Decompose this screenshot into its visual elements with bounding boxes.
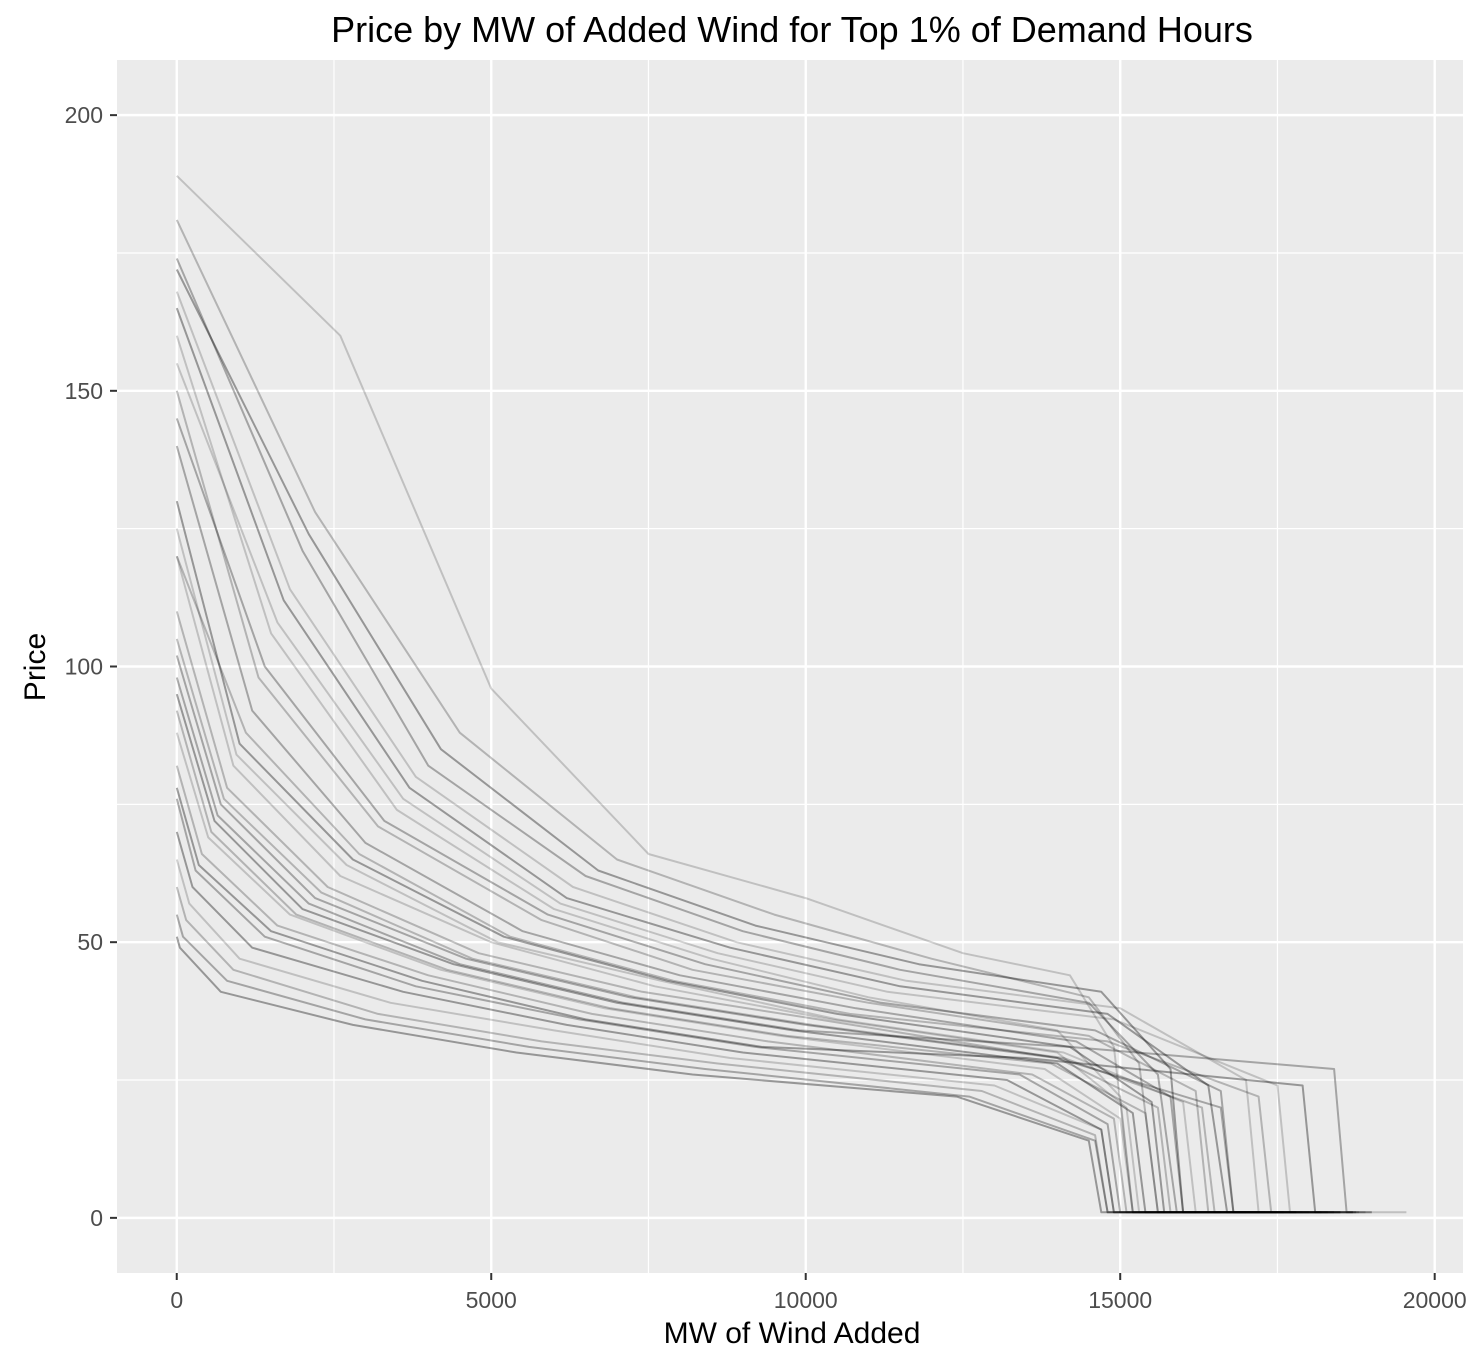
series-line [175,291,1353,1214]
x-tick-label: 15000 [1088,1287,1152,1313]
series-line [175,219,1360,1214]
x-axis: 0 5000 10000 15000 20000 [170,1273,1467,1313]
x-tick-label: 5000 [466,1287,517,1313]
series-line [175,418,1328,1214]
series-line [175,693,1259,1214]
series-line [175,269,1372,1214]
series-line [175,936,1165,1214]
y-tick-label: 200 [65,102,103,128]
y-tick-label: 150 [65,378,103,404]
y-tick-label: 0 [90,1205,103,1231]
series-line [175,555,1272,1214]
y-axis: 0 50 100 150 200 [65,102,117,1231]
series-lines [175,175,1407,1214]
x-tick-label: 20000 [1403,1287,1467,1313]
series-line [175,638,1297,1214]
series-line [175,528,1278,1214]
x-axis-title: MW of Wind Added [664,1317,921,1350]
series-line [175,555,1353,1214]
series-line [175,362,1366,1214]
series-line [175,655,1322,1214]
series-line [175,914,1171,1214]
gridlines [117,60,1463,1273]
chart-title: Price by MW of Added Wind for Top 1% of … [331,9,1253,50]
series-line [175,307,1335,1214]
series-line [175,732,1234,1214]
series-line [175,787,1341,1214]
x-tick-label: 10000 [774,1287,838,1313]
series-line [175,765,1221,1214]
series-line [175,798,1209,1214]
series-line [175,831,1196,1214]
series-line [175,500,1284,1214]
y-tick-label: 100 [65,654,103,680]
series-line [175,710,1246,1214]
y-axis-title: Price [19,633,52,701]
series-line [175,859,1184,1214]
series-line [175,335,1303,1214]
series-line [176,175,1407,1214]
series-line [175,677,1357,1214]
x-tick-label: 0 [170,1287,183,1313]
series-line [175,611,1265,1214]
series-line [175,390,1309,1214]
series-line [175,886,1177,1214]
series-line [175,445,1297,1214]
series-line [175,258,1341,1214]
y-tick-label: 50 [77,929,103,955]
